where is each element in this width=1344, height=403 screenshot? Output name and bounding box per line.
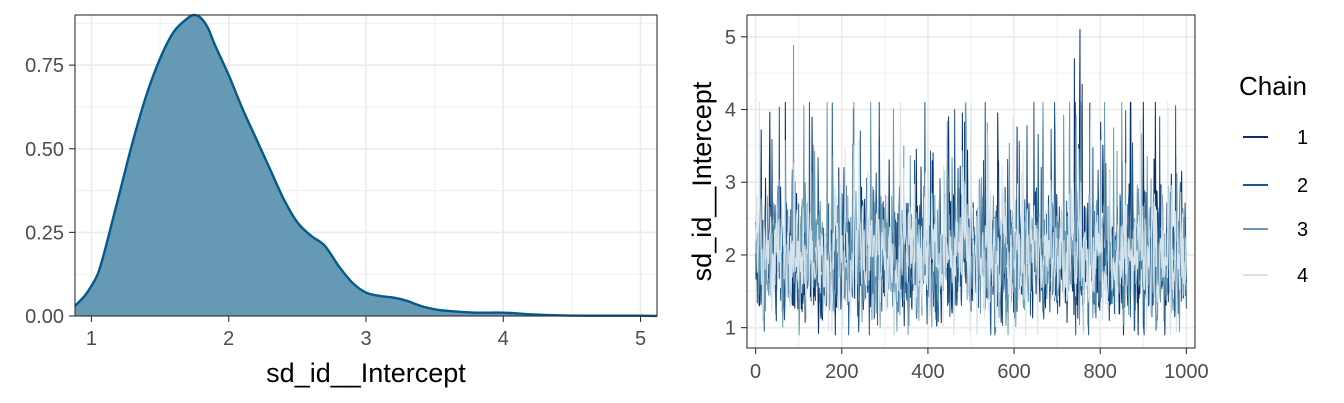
density-x-tick-label: 5 [635, 328, 646, 350]
trace-x-tick-label: 600 [997, 361, 1030, 383]
density-y-tick-label: 0.50 [25, 139, 64, 161]
trace-chain-4-line [755, 101, 1187, 336]
density-axes: 1 2 3 4 5 0.00 0.25 0.50 0.75 [25, 55, 646, 350]
trace-panel: 0 200 400 600 800 1000 1 2 3 4 5 sd_id__Intercept [687, 14, 1209, 383]
legend-label-chain-1: 1 [1297, 127, 1308, 149]
chain-legend: Chain 1 2 3 4 [1239, 71, 1308, 287]
trace-x-tick-label: 800 [1084, 361, 1117, 383]
density-panel: 1 2 3 4 5 0.00 0.25 0.50 0.75 sd_id__Intercept [25, 13, 658, 388]
trace-x-tick-label: 1000 [1164, 361, 1209, 383]
trace-x-tick-label: 200 [825, 361, 858, 383]
density-x-tick-label: 2 [223, 328, 234, 350]
trace-y-tick-label: 4 [725, 100, 736, 122]
density-x-tick-label: 4 [498, 328, 509, 350]
legend-label-chain-3: 3 [1297, 219, 1308, 241]
density-x-axis-title: sd_id__Intercept [266, 358, 466, 388]
trace-series-group [755, 29, 1187, 336]
trace-y-tick-label: 5 [725, 27, 736, 49]
density-curve [74, 13, 658, 318]
trace-axes: 0 200 400 600 800 1000 1 2 3 4 5 [725, 27, 1209, 383]
trace-y-tick-label: 2 [725, 245, 736, 267]
legend-title: Chain [1239, 71, 1307, 101]
density-y-tick-label: 0.00 [25, 306, 64, 328]
trace-plot-border [746, 14, 1196, 349]
trace-x-tick-label: 400 [911, 361, 944, 383]
trace-y-axis-title: sd_id__Intercept [687, 81, 717, 281]
density-y-tick-label: 0.75 [25, 55, 64, 77]
legend-label-chain-4: 4 [1297, 265, 1308, 287]
legend-label-chain-2: 2 [1297, 175, 1308, 197]
density-x-tick-label: 1 [86, 328, 97, 350]
trace-x-tick-label: 0 [750, 361, 761, 383]
trace-y-tick-label: 3 [725, 172, 736, 194]
trace-y-tick-label: 1 [725, 318, 736, 340]
density-y-tick-label: 0.25 [25, 222, 64, 244]
density-x-tick-label: 3 [360, 328, 371, 350]
density-area [75, 15, 657, 316]
